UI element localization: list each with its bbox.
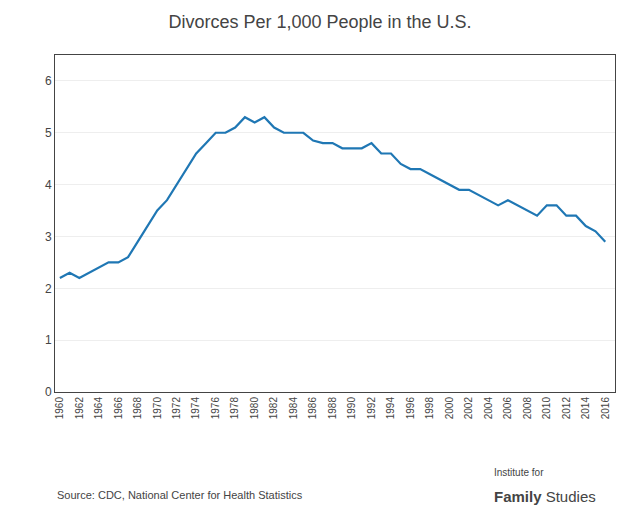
svg-text:1986: 1986: [307, 397, 318, 420]
svg-text:1: 1: [45, 333, 52, 347]
svg-text:1998: 1998: [424, 397, 435, 420]
svg-text:1996: 1996: [405, 397, 416, 420]
svg-text:1966: 1966: [113, 397, 124, 420]
svg-text:1960: 1960: [54, 397, 65, 420]
svg-text:1978: 1978: [229, 397, 240, 420]
svg-text:2006: 2006: [502, 397, 513, 420]
svg-text:2016: 2016: [600, 397, 611, 420]
svg-text:3: 3: [45, 230, 52, 244]
svg-text:6: 6: [45, 74, 52, 88]
svg-text:1972: 1972: [171, 397, 182, 420]
svg-text:1970: 1970: [152, 397, 163, 420]
svg-text:1980: 1980: [249, 397, 260, 420]
svg-text:2012: 2012: [561, 397, 572, 420]
svg-text:1964: 1964: [93, 397, 104, 420]
svg-text:2: 2: [45, 282, 52, 296]
svg-text:2010: 2010: [541, 397, 552, 420]
svg-text:1968: 1968: [132, 397, 143, 420]
svg-text:2000: 2000: [444, 397, 455, 420]
svg-text:2014: 2014: [580, 397, 591, 420]
svg-text:1982: 1982: [268, 397, 279, 420]
svg-text:Divorces Per 1,000 People in t: Divorces Per 1,000 People in the U.S.: [168, 12, 471, 32]
svg-text:Institute for: Institute for: [494, 467, 544, 478]
svg-text:1994: 1994: [385, 397, 396, 420]
svg-text:4: 4: [45, 178, 52, 192]
svg-text:1984: 1984: [288, 397, 299, 420]
svg-text:Family Studies: Family Studies: [494, 488, 596, 505]
svg-text:1976: 1976: [210, 397, 221, 420]
svg-text:1962: 1962: [74, 397, 85, 420]
svg-text:Source: CDC, National Center f: Source: CDC, National Center for Health …: [57, 489, 303, 501]
svg-text:2002: 2002: [463, 397, 474, 420]
svg-text:1990: 1990: [346, 397, 357, 420]
svg-text:1988: 1988: [327, 397, 338, 420]
svg-text:5: 5: [45, 126, 52, 140]
svg-text:0: 0: [45, 385, 52, 399]
svg-text:2004: 2004: [483, 397, 494, 420]
svg-text:1974: 1974: [190, 397, 201, 420]
svg-text:2008: 2008: [522, 397, 533, 420]
svg-text:1992: 1992: [366, 397, 377, 420]
